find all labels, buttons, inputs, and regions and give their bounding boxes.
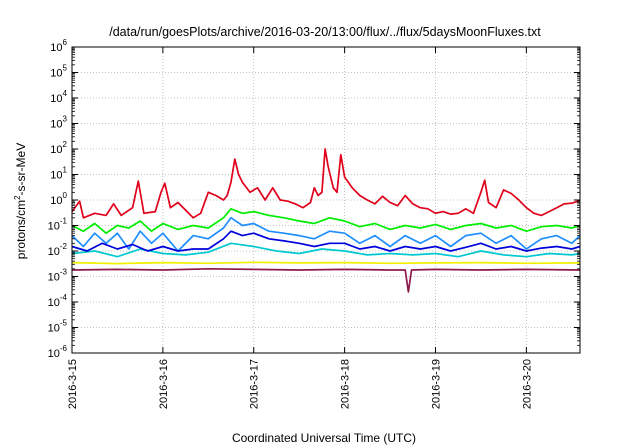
y-tick-label: 10-4 <box>48 293 68 309</box>
y-tick-label: 10-6 <box>48 344 68 360</box>
y-tick-label: 104 <box>50 89 67 105</box>
x-tick-label: 2016-3-20 <box>521 359 533 409</box>
y-tick-label: 101 <box>50 166 67 182</box>
x-tick-label: 2016-3-15 <box>67 359 79 409</box>
y-tick-label: 102 <box>50 140 67 156</box>
x-tick-labels: 2016-3-15 2016-3-16 2016-3-17 2016-3-18 2016… <box>67 359 533 409</box>
y-tick-label: 103 <box>50 115 67 131</box>
series-layer <box>71 148 581 293</box>
y-tick-labels: 10-6 10-5 10-4 10-3 10-2 10-1 100 101 102 103 104 1… <box>48 38 68 360</box>
y-tick-label: 106 <box>50 38 67 54</box>
y-tick-label: 100 <box>50 191 67 207</box>
y-tick-label: 105 <box>50 64 67 80</box>
series-line-3 <box>71 216 581 252</box>
series-line-6 <box>71 261 581 265</box>
x-tick-label: 2016-3-16 <box>158 359 170 409</box>
y-tick-label: 10-5 <box>48 319 68 335</box>
x-tick-label: 2016-3-19 <box>430 359 442 409</box>
chart-title: /data/run/goesPlots/archive/2016-03-20/1… <box>109 25 541 39</box>
plot-frame <box>71 46 581 354</box>
y-axis-label-superscript: 2 <box>13 195 22 200</box>
y-axis-label-prefix: protons/cm <box>14 200 28 259</box>
series-line-7 <box>71 267 581 293</box>
series-line-5 <box>71 230 581 252</box>
axis-ticks <box>71 46 580 354</box>
series-line-4 <box>71 242 581 258</box>
x-axis-label: Coordinated Universal Time (UTC) <box>232 431 416 445</box>
x-tick-label: 2016-3-17 <box>249 359 261 409</box>
y-tick-label: 10-2 <box>48 242 68 258</box>
y-axis-label: protons/cm2-s-sr-MeV <box>13 143 28 259</box>
y-tick-label: 10-1 <box>48 217 68 233</box>
series-line-1 <box>71 148 581 219</box>
series-line-2 <box>71 207 581 235</box>
grid <box>72 47 580 353</box>
y-axis-label-suffix: -s-sr-MeV <box>14 143 28 196</box>
y-tick-label: 10-3 <box>48 268 68 284</box>
x-tick-label: 2016-3-18 <box>340 359 352 409</box>
